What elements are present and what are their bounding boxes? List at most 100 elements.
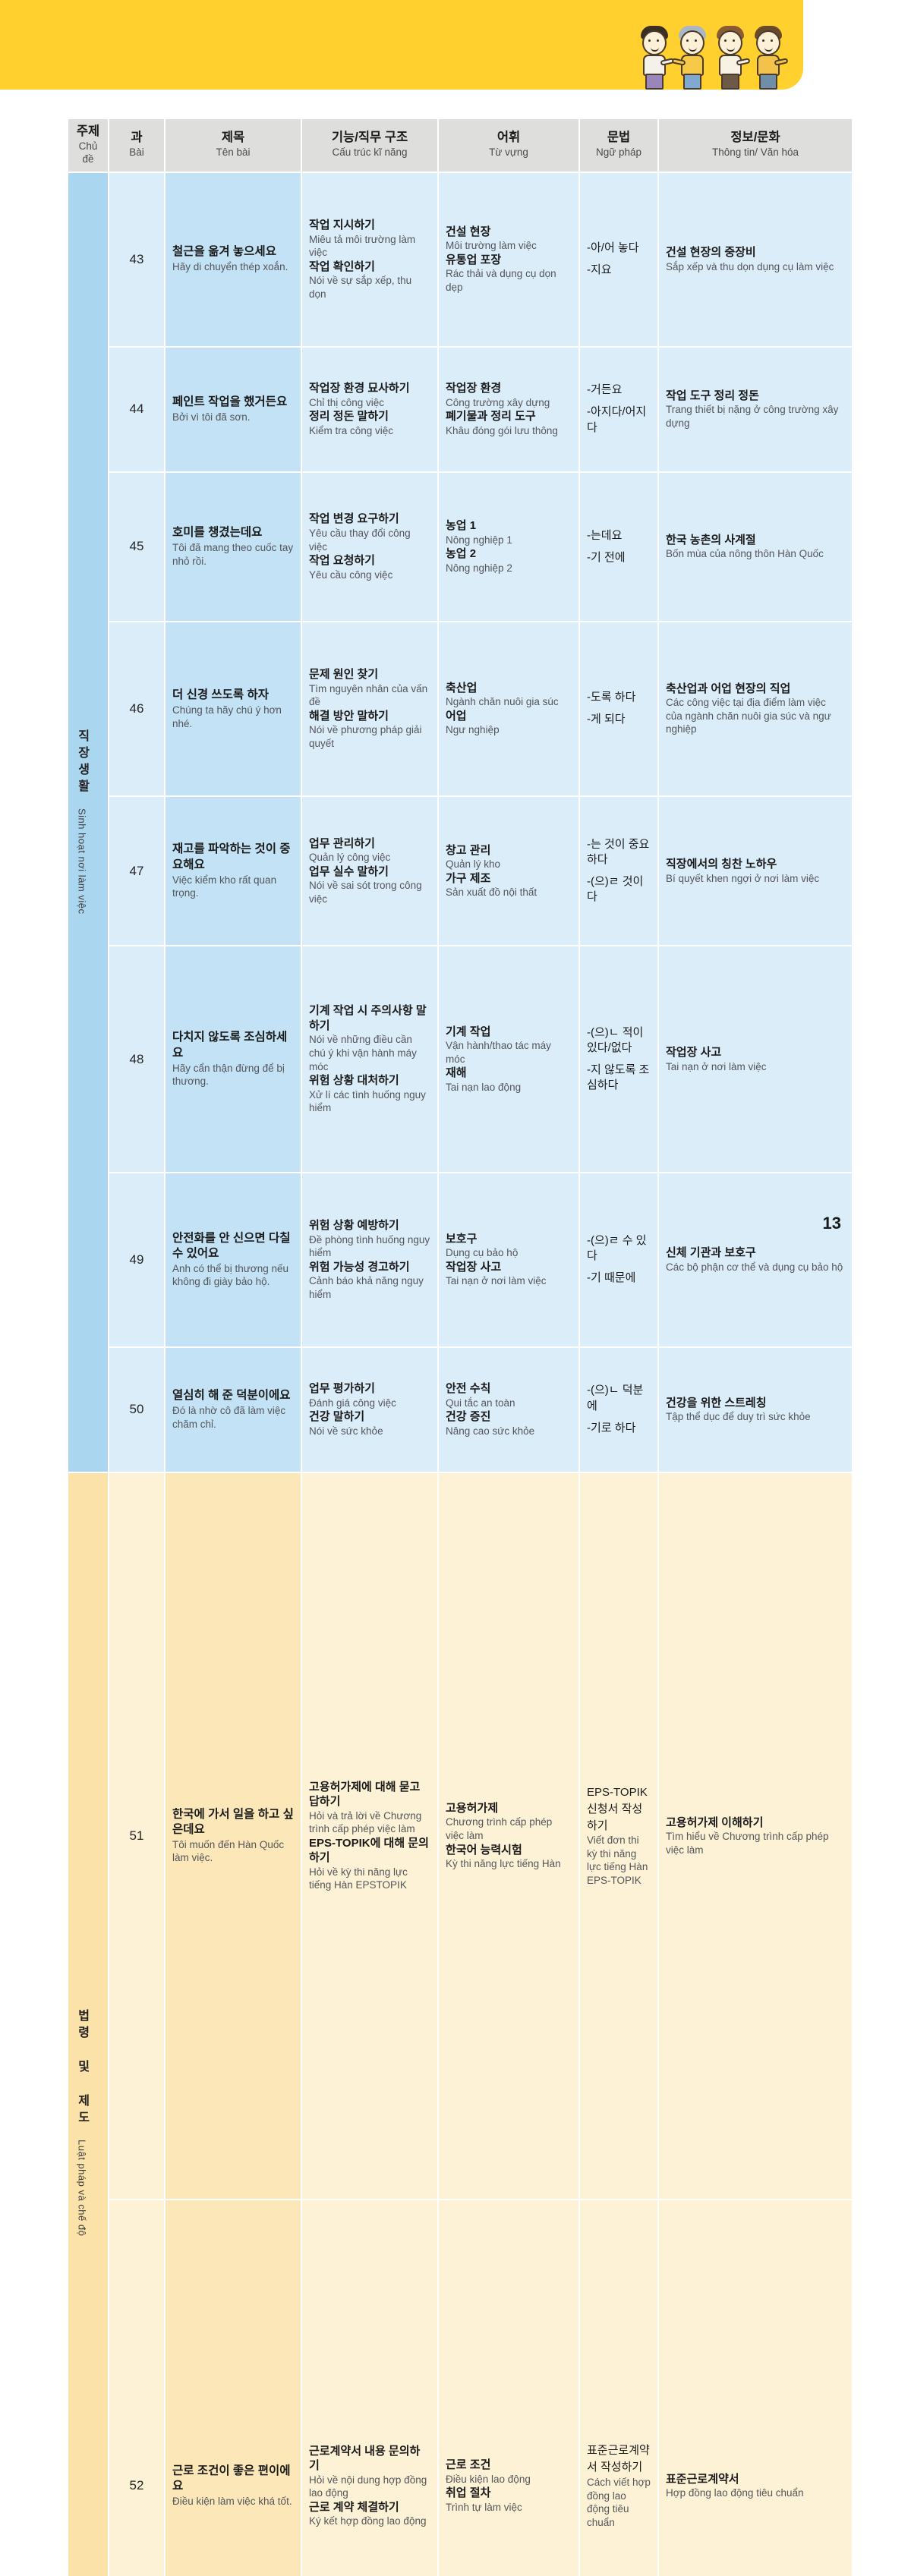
function-item: EPS-TOPIK에 대해 문의하기Hỏi về kỳ thi năng lực…: [309, 1836, 430, 1892]
function-vi: Yêu cầu công việc: [309, 568, 430, 582]
unit-number: 45: [109, 473, 164, 621]
grammar-item: -기 때문에: [587, 1271, 651, 1286]
function-item: 근로계약서 내용 문의하기Hỏi về nội dung hợp đồng la…: [309, 2444, 430, 2500]
grammar-item: -아/어 놓다: [587, 241, 651, 256]
lesson-title-ko: 더 신경 쓰도록 하자: [172, 688, 294, 703]
lesson-title-ko: 호미를 챙겼는데요: [172, 525, 294, 540]
column-header-vi: Từ vựng: [446, 146, 572, 159]
head-shape: [718, 30, 742, 55]
table-row: 52근로 조건이 좋은 편이에요Điều kiện làm việc khá t…: [68, 2200, 852, 2576]
function-vi: Hỏi về nội dung hợp đồng lao động: [309, 2474, 430, 2500]
grammar-cell: EPS-TOPIK 신청서 작성하기Viết đơn thi kỳ thi nă…: [580, 1473, 657, 2199]
function-vi: Xử lí các tình huống nguy hiểm: [309, 1088, 430, 1115]
legs-shape: [759, 74, 777, 90]
legs-shape: [683, 74, 701, 90]
function-ko: 고용허가제에 대해 묻고 답하기: [309, 1780, 430, 1809]
grammar-cell: -아/어 놓다-지요: [580, 173, 657, 346]
topic-label-vi: Sinh hoạt nơi làm việc: [76, 808, 87, 914]
grammar-cell: -거든요-아지다/어지다: [580, 348, 657, 471]
vocabulary-vi: Nâng cao sức khỏe: [446, 1425, 572, 1438]
lesson-title-vi: Tôi muốn đến Hàn Quốc làm việc.: [172, 1838, 294, 1865]
function-ko: 위험 상황 예방하기: [309, 1218, 430, 1233]
grammar-item-vi: Cách viết hợp đồng lao động tiêu chuẩn: [587, 2476, 651, 2529]
function-vi: Hỏi và trả lời về Chương trình cấp phép …: [309, 1809, 430, 1836]
vocabulary-ko: 한국어 능력시험: [446, 1843, 572, 1858]
info-culture-ko: 신체 기관과 보호구: [666, 1245, 845, 1261]
banner-person-1: [638, 24, 671, 90]
function-vi: Chỉ thị công việc: [309, 396, 430, 410]
function-vi: Đánh giá công việc: [309, 1397, 430, 1410]
page-banner: [0, 0, 803, 90]
vocabulary-ko: 재해: [446, 1066, 572, 1081]
lesson-title-cell: 열심히 해 준 덕분이에요Đó là nhờ cô đã làm việc ch…: [165, 1348, 301, 1472]
column-header-ko: 기능/직무 구조: [309, 131, 430, 145]
column-header-vi: Cấu trúc kĩ năng: [309, 146, 430, 159]
eye-right-icon: [733, 39, 735, 42]
info-culture-vi: Các bộ phận cơ thể và dụng cụ bảo hộ: [666, 1261, 845, 1274]
function-ko: 기계 작업 시 주의사항 말하기: [309, 1003, 430, 1033]
lesson-title-vi: Anh có thể bị thương nếu không đi giày b…: [172, 1262, 294, 1289]
vocabulary-vi: Sản xuất đồ nội thất: [446, 886, 572, 899]
table-row: 50열심히 해 준 덕분이에요Đó là nhờ cô đã làm việc …: [68, 1348, 852, 1472]
function-ko: 작업 변경 요구하기: [309, 512, 430, 527]
grammar-item: -는 것이 중요하다: [587, 837, 651, 868]
column-header-vi: Tên bài: [172, 146, 294, 159]
function-vi: Hỏi về kỳ thi năng lực tiếng Hàn EPSTOPI…: [309, 1866, 430, 1892]
lesson-title-ko: 페인트 작업을 했거든요: [172, 395, 294, 410]
vocabulary-ko: 농업 2: [446, 546, 572, 562]
info-culture-ko: 작업 도구 정리 정돈: [666, 389, 845, 404]
legs-shape: [645, 74, 664, 90]
grammar-item: -기 전에: [587, 550, 651, 565]
vocabulary-vi: Chương trình cấp phép việc làm: [446, 1815, 572, 1842]
grammar-item: -(으)ㄴ 덕분에: [587, 1383, 651, 1414]
vocabulary-vi: Tai nạn lao động: [446, 1081, 572, 1094]
function-vi: Yêu cầu thay đổi công việc: [309, 527, 430, 553]
info-culture-ko: 직장에서의 칭찬 노하우: [666, 857, 845, 872]
function-vi: Nói về sai sót trong công việc: [309, 879, 430, 905]
lesson-title-ko: 철근을 옮겨 놓으세요: [172, 244, 294, 260]
vocabulary-ko: 유통업 포장: [446, 253, 572, 268]
unit-number: 50: [109, 1348, 164, 1472]
vocabulary-vi: Dụng cụ bảo hộ: [446, 1246, 572, 1260]
grammar-item: -아지다/어지다: [587, 405, 651, 436]
unit-number: 43: [109, 173, 164, 346]
unit-number: 47: [109, 797, 164, 945]
function-vi: Kiểm tra công việc: [309, 424, 430, 438]
lesson-title-vi: Điều kiện làm việc khá tốt.: [172, 2495, 294, 2508]
